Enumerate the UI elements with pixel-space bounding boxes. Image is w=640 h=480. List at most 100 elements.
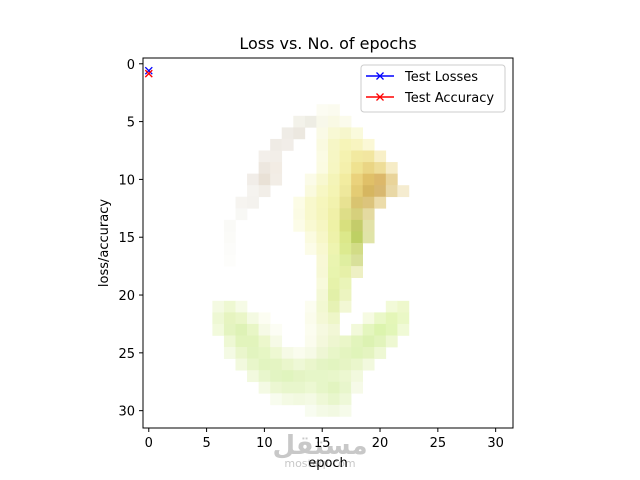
heatmap-cell [351,208,363,221]
heatmap-cell [362,196,375,209]
heatmap-cell [351,266,363,278]
y-tick-label: 15 [118,231,135,246]
heatmap-cell [258,173,271,186]
heatmap-cell [374,173,387,186]
heatmap-cell [328,300,340,313]
heatmap-cell [304,115,317,128]
heatmap-cell [339,208,352,221]
heatmap-cell [351,150,363,163]
heatmap-cell [351,243,363,255]
heatmap-cell [316,173,329,186]
heatmap-cell [328,347,340,359]
heatmap-cell [247,358,259,371]
heatmap-cell [293,196,306,209]
heatmap-cell [339,162,352,174]
heatmap-cell [328,219,340,232]
heatmap-cell [316,404,329,417]
heatmap-cell [304,335,317,348]
heatmap-cell [339,289,352,302]
heatmap-cell [362,335,375,348]
heatmap-cell [223,254,236,267]
heatmap-cell [281,393,294,406]
heatmap-cell [316,300,329,313]
heatmap-cell [328,323,340,336]
heatmap-cell [304,196,317,209]
heatmap-cell [339,358,352,371]
heatmap-cell [223,347,236,359]
heatmap-cell [328,173,340,186]
heatmap-cell [304,208,317,221]
heatmap-cell [328,138,340,151]
heatmap-cell [304,243,317,255]
heatmap-cell [258,185,271,198]
heatmap-cell [362,312,375,325]
heatmap-cell [339,185,352,198]
heatmap-cell [270,323,283,336]
heatmap-cell [328,243,340,255]
heatmap-cell [258,335,271,348]
heatmap-cell [304,347,317,359]
heatmap-cell [316,162,329,174]
heatmap-cell [316,289,329,302]
heatmap-cell [328,358,340,371]
heatmap-cell [362,219,375,232]
heatmap-cell [339,115,352,128]
y-tick-label: 0 [127,58,135,73]
x-tick-label: 20 [372,436,389,451]
heatmap-cell [351,162,363,174]
heatmap-cell [328,196,340,209]
heatmap-cell [397,312,410,325]
heatmap-cell [212,323,225,336]
heatmap-cell [328,127,340,140]
heatmap-cell [328,370,340,383]
heatmap-cell [293,381,306,394]
heatmap-cell [247,370,259,383]
heatmap-cell [339,173,352,186]
heatmap-cell [339,370,352,383]
heatmap-cell [385,173,398,186]
heatmap-cell [258,312,271,325]
heatmap-cell [351,173,363,186]
heatmap-cell [235,196,248,209]
heatmap-cell [316,243,329,255]
series-point [144,66,153,75]
legend: Test Losses Test Accuracy [360,64,506,113]
heatmap-cell [328,254,340,267]
heatmap-cell [351,254,363,267]
heatmap-cell [293,358,306,371]
heatmap-cell [316,196,329,209]
heatmap-cell [362,185,375,198]
heatmap-cell [304,173,317,186]
heatmap-cell [293,208,306,221]
heatmap-cell [362,347,375,359]
heatmap-cell [316,393,329,406]
heatmap-cell [281,347,294,359]
heatmap-cell [316,266,329,278]
heatmap-cell [293,219,306,232]
heatmap-cell [328,104,340,117]
heatmap-cell [281,138,294,151]
heatmap-cell [270,335,283,348]
heatmap-cell [339,150,352,163]
y-axis-ticks: 0 5 10 15 20 25 30 [118,58,143,420]
watermark: مستقل mostaql.com [272,431,367,470]
heatmap-cell [212,312,225,325]
heatmap-cell [351,358,363,371]
heatmap-cell [258,162,271,174]
heatmap-cell [247,185,259,198]
heatmap-cell [304,323,317,336]
heatmap-cell [362,323,375,336]
y-tick-label: 10 [118,173,135,188]
heatmap-cell [385,162,398,174]
chart-title: Loss vs. No. of epochs [239,34,416,53]
heatmap-cell [339,243,352,255]
heatmap-cell [351,347,363,359]
heatmap-cell [247,323,259,336]
x-tick-label: 15 [314,436,331,451]
heatmap-cell [258,323,271,336]
heatmap-cell [385,323,398,336]
heatmap-cell [281,381,294,394]
heatmap-cell [374,312,387,325]
heatmap-cell [351,138,363,151]
heatmap-cell [258,370,271,383]
